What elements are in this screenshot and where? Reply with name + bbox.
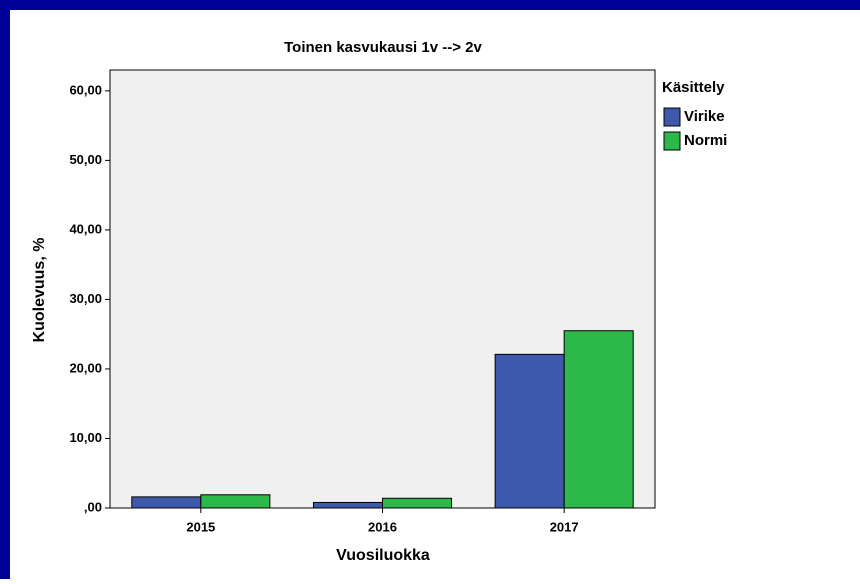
bar [312,501,384,509]
y-tick-label: 60,00 [69,82,102,97]
y-tick-label: 50,00 [69,152,102,167]
bar [200,494,271,509]
y-tick-label: 30,00 [69,291,102,306]
x-tick-label: 2017 [550,519,579,534]
chart-title: Toinen kasvukausi 1v --> 2v [284,39,482,56]
bar [494,353,565,509]
x-tick-label: 2015 [186,519,215,534]
bar [382,497,453,509]
bar [131,496,202,509]
legend-label: Virike [684,108,725,125]
y-tick-label: 10,00 [69,430,102,445]
legend-title: Käsittely [662,79,725,96]
y-tick-label: ,00 [84,499,102,514]
y-tick-label: 20,00 [69,360,102,375]
legend-label: Normi [684,132,727,149]
y-tick-label: 40,00 [69,221,102,236]
x-axis-label: Vuosiluokka [336,547,430,564]
bar [563,330,634,509]
x-tick-label: 2016 [368,519,397,534]
legend-swatch [663,107,681,127]
legend-swatch [663,131,681,151]
y-axis-label: Kuolevuus, % [31,238,48,343]
